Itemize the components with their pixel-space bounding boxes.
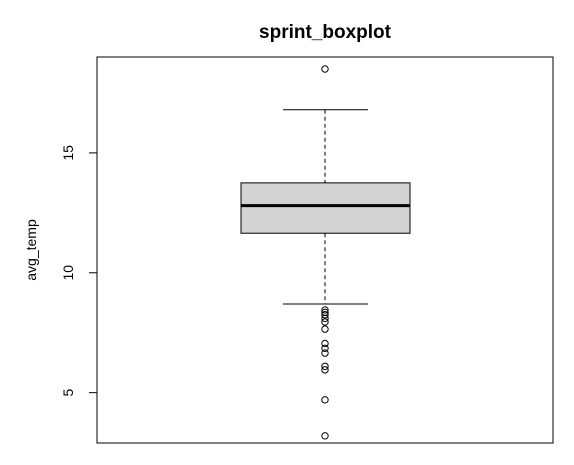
outlier-points <box>321 65 329 440</box>
outlier-point-13 <box>321 432 329 440</box>
outlier-point-1 <box>321 306 329 314</box>
outlier-point-9 <box>321 349 329 357</box>
y-axis-label: avg_temp <box>23 219 39 281</box>
chart-title: sprint_boxplot <box>259 22 392 43</box>
outlier-point-6 <box>321 325 329 333</box>
outlier-point-10 <box>321 362 329 370</box>
outlier-point-11 <box>321 366 329 374</box>
outlier-point-7 <box>321 339 329 348</box>
outlier-point-5 <box>321 318 329 326</box>
outlier-point-12 <box>321 396 329 404</box>
y-axis: 5 10 15 <box>60 145 98 397</box>
iqr-box <box>240 182 411 234</box>
y-tick-label-10: 10 <box>60 265 76 281</box>
y-tick-label-15: 15 <box>60 145 76 161</box>
y-tick-label-5: 5 <box>60 389 76 397</box>
outlier-point-4 <box>321 314 329 323</box>
outlier-point-3 <box>321 311 329 319</box>
box-group <box>240 109 411 305</box>
outlier-point-0 <box>321 65 329 73</box>
outlier-point-8 <box>321 344 329 352</box>
